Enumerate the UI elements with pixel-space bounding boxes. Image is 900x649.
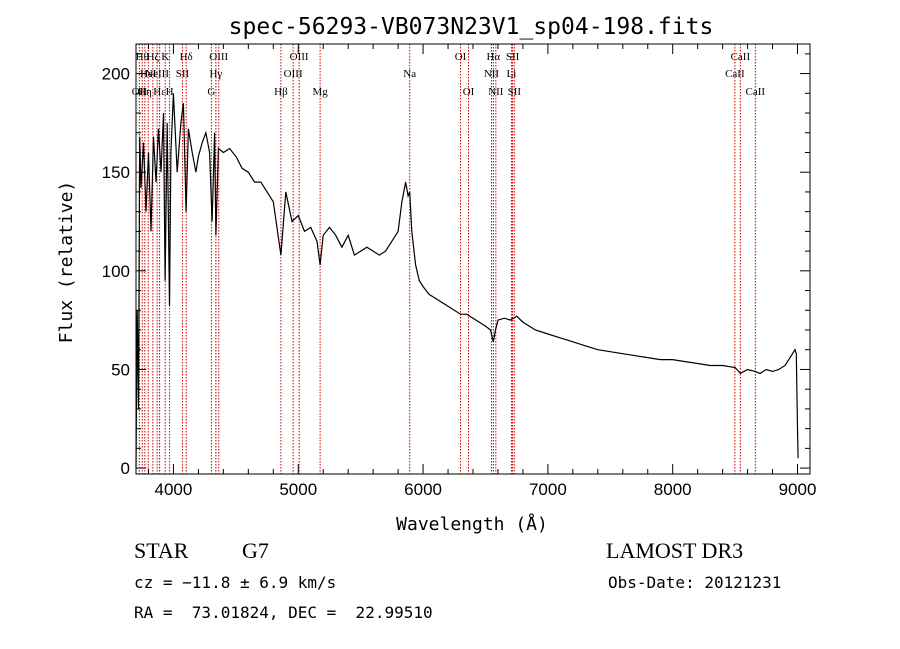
object-class: STAR — [134, 538, 189, 563]
y-tick-label: 150 — [102, 163, 130, 182]
line-label-17: Mg — [312, 86, 328, 98]
line-label-16: OIII — [290, 51, 309, 63]
line-label-24: Li — [507, 68, 517, 80]
y-tick-label: 100 — [102, 262, 130, 281]
y-tick-label: 200 — [102, 65, 130, 84]
line-label-10: Hδ — [180, 51, 193, 63]
line-label-20: OI — [463, 86, 475, 98]
radec-text: RA = 73.01824, DEC = 22.99510 — [134, 603, 433, 622]
line-label-3: HeI — [140, 68, 157, 80]
obs-date-text: Obs-Date: 20121231 — [608, 573, 782, 592]
x-tick-label: 9000 — [779, 480, 817, 499]
x-tick-label: 5000 — [279, 480, 317, 499]
line-label-15: OIII — [284, 68, 303, 80]
line-label-29: CaII — [746, 86, 766, 98]
line-label-12: Hγ — [209, 68, 222, 80]
flux-series-line — [135, 93, 799, 469]
spectral-line-markers — [138, 44, 756, 474]
redshift-text: cz = −11.8 ± 6.9 km/s — [134, 573, 337, 592]
axis-ticks: 4000 5000 6000 7000 8000 9000 0 50 100 150 200 — [102, 44, 817, 499]
line-label-9: SII — [176, 68, 190, 80]
chart-title: spec-56293-VB073N23V1_sp04-198.fits — [229, 14, 714, 40]
survey-name: LAMOST DR3 — [606, 538, 744, 563]
line-label-11: G — [207, 86, 215, 98]
y-axis-label: Flux (relative) — [56, 181, 77, 344]
line-label-21: NII — [484, 68, 500, 80]
line-label-2: Hη — [138, 86, 152, 98]
line-label-14: Hβ — [274, 86, 288, 98]
line-label-25: SII — [506, 51, 520, 63]
plot-frame — [135, 43, 811, 475]
line-label-22: Hα — [486, 51, 500, 63]
line-label-8: H — [166, 86, 174, 98]
x-axis-label: Wavelength (Å) — [396, 513, 548, 535]
y-tick-label: 0 — [121, 459, 130, 478]
x-tick-label: 8000 — [654, 480, 692, 499]
line-label-26: SII — [508, 86, 522, 98]
line-label-7: K — [161, 51, 169, 63]
x-tick-label: 7000 — [529, 480, 567, 499]
object-subclass: G7 — [242, 538, 269, 563]
line-label-27: CaII — [725, 68, 745, 80]
line-label-6: Hε — [153, 86, 166, 98]
line-label-23: NII — [488, 86, 504, 98]
spectral-line-labels: OIIHθHηHeIHζNeIIIHεKHSIIHδGHγOIIIHβOIIIO… — [132, 51, 766, 98]
line-label-18: Na — [403, 68, 416, 80]
line-label-19: OI — [455, 51, 467, 63]
line-label-13: OIII — [209, 51, 228, 63]
line-label-4: Hζ — [147, 51, 160, 63]
line-label-5: NeIII — [145, 68, 169, 80]
x-tick-label: 6000 — [404, 480, 442, 499]
y-tick-label: 50 — [111, 360, 130, 379]
x-tick-label: 4000 — [155, 480, 193, 499]
line-label-28: CaII — [731, 51, 751, 63]
